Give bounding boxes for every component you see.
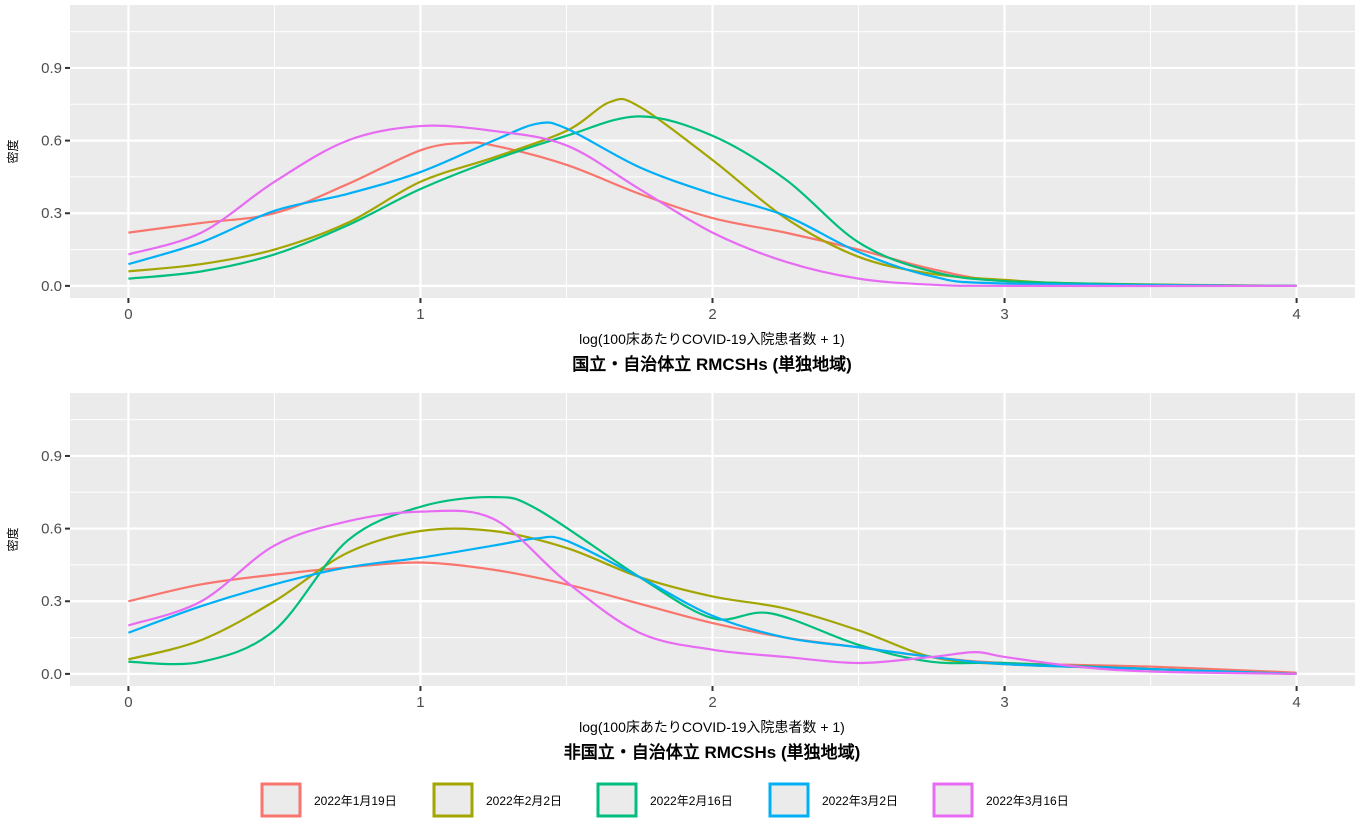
legend-label: 2022年2月2日 bbox=[486, 794, 562, 808]
x-tick-label: 4 bbox=[1292, 694, 1300, 711]
legend-item: 2022年2月16日 bbox=[596, 782, 733, 818]
density-line-2022年2月2日 bbox=[128, 97, 1297, 287]
y-tick-label: 0.6 bbox=[41, 521, 62, 538]
legend-key bbox=[932, 782, 974, 818]
legend-item: 2022年1月19日 bbox=[260, 782, 397, 818]
y-tick-label: 0.9 bbox=[41, 448, 62, 465]
legend-key bbox=[260, 782, 302, 818]
legend-label: 2022年3月16日 bbox=[986, 794, 1069, 808]
y-tick-label: 0.6 bbox=[41, 133, 62, 150]
x-tick-label: 0 bbox=[124, 694, 132, 711]
x-tick-label: 1 bbox=[416, 306, 424, 323]
x-tick-label: 4 bbox=[1292, 306, 1300, 323]
y-tick-label: 0.0 bbox=[41, 278, 62, 295]
y-axis-label: 密度 bbox=[5, 139, 20, 163]
density-line-2022年3月2日 bbox=[128, 535, 1297, 675]
legend-item: 2022年3月2日 bbox=[768, 782, 898, 818]
y-tick-label: 0.9 bbox=[41, 60, 62, 77]
y-tick-label: 0.3 bbox=[41, 205, 62, 222]
y-axis-label: 密度 bbox=[5, 527, 20, 551]
legend-item: 2022年3月16日 bbox=[932, 782, 1069, 818]
x-tick-label: 1 bbox=[416, 694, 424, 711]
legend: 2022年1月19日 2022年2月2日 2022年2月16日 2022年3月2日 20… bbox=[260, 782, 1069, 818]
legend-label: 2022年1月19日 bbox=[314, 794, 397, 808]
x-tick-label: 3 bbox=[1000, 306, 1008, 323]
x-axis-label: log(100床あたりCOVID-19入院患者数 + 1) bbox=[579, 719, 845, 735]
legend-key bbox=[596, 782, 638, 818]
density-line-2022年3月2日 bbox=[128, 121, 1297, 287]
panel-2: 0 1 2 3 4 0.0 0.3 0.6 0.9 密度 log(100床あたりCOVID-19入院… bbox=[5, 393, 1355, 762]
y-tick-label: 0.3 bbox=[41, 593, 62, 610]
density-line-2022年3月16日 bbox=[128, 509, 1297, 675]
legend-label: 2022年3月2日 bbox=[822, 794, 898, 808]
density-line-2022年3月16日 bbox=[128, 124, 1297, 288]
x-tick-label: 0 bbox=[124, 306, 132, 323]
x-axis-label: log(100床あたりCOVID-19入院患者数 + 1) bbox=[579, 331, 845, 347]
y-tick-label: 0.0 bbox=[41, 666, 62, 683]
legend-key bbox=[432, 782, 474, 818]
x-tick-label: 2 bbox=[708, 694, 716, 711]
legend-key bbox=[768, 782, 810, 818]
x-tick-label: 2 bbox=[708, 306, 716, 323]
legend-item: 2022年2月2日 bbox=[432, 782, 562, 818]
legend-label: 2022年2月16日 bbox=[650, 794, 733, 808]
x-tick-label: 3 bbox=[1000, 694, 1008, 711]
panel-title: 非国立・自治体立 RMCSHs (単独地域) bbox=[564, 742, 861, 762]
density-line-2022年2月16日 bbox=[128, 115, 1297, 287]
panel-title: 国立・自治体立 RMCSHs (単独地域) bbox=[572, 354, 852, 374]
panel-1: 0 1 2 3 4 0.0 0.3 0.6 0.9 密度 log(100床あたりCOVID-19入院… bbox=[5, 5, 1355, 374]
